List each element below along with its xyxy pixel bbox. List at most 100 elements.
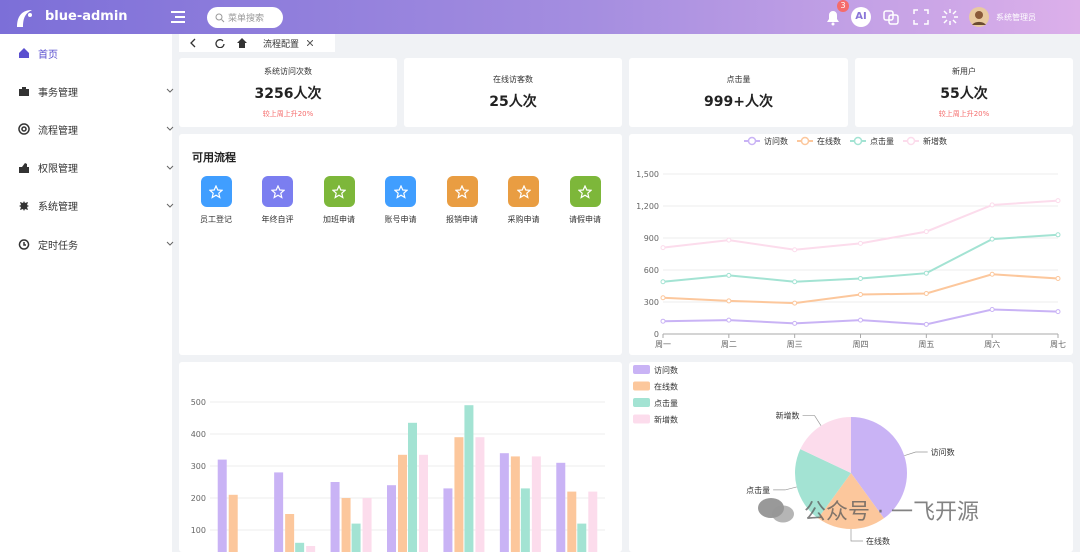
line-point	[858, 240, 863, 246]
chevron	[166, 241, 174, 246]
pie-slice	[800, 417, 851, 473]
x-tick-label: 周七	[1050, 340, 1066, 349]
chevron-shape	[166, 241, 174, 246]
brand: blue-admin	[45, 9, 128, 24]
pie-slice	[795, 449, 851, 519]
chevron-shape	[166, 165, 174, 170]
process-title: 可用流程	[192, 151, 236, 164]
theme-icon[interactable]	[941, 8, 959, 26]
bar	[351, 523, 361, 552]
stat-note: 较上周上升20%	[938, 110, 990, 118]
ai-button[interactable]: AI	[851, 7, 871, 27]
line-point	[726, 298, 732, 304]
x-tick-label: 周一	[655, 340, 671, 349]
star-shape	[332, 184, 346, 199]
legend-label: 在线数	[654, 382, 678, 392]
line-point	[858, 276, 863, 282]
translate-icon[interactable]	[882, 8, 900, 26]
process-icon	[200, 176, 232, 207]
process-item[interactable]: 采购申请	[500, 176, 548, 225]
line-point	[858, 317, 863, 323]
y-tick-label: 1,200	[636, 202, 659, 211]
user-name[interactable]: 系统管理员	[996, 13, 1036, 22]
line-point	[923, 290, 929, 296]
tab[interactable]: 流程配置	[263, 37, 314, 50]
sidebar-item[interactable]: 定时任务	[0, 229, 174, 259]
legend-label: 访问数	[764, 136, 788, 146]
bar	[341, 498, 351, 552]
line-point	[1055, 232, 1061, 238]
process-item[interactable]: 账号申请	[377, 176, 425, 225]
process-panel: 可用流程 员工登记 年终自评 加班申请 账号申请 报销申请 采购申请 请假申请	[179, 134, 622, 355]
chevron-shape	[166, 127, 174, 132]
bar	[454, 437, 464, 552]
search-box[interactable]: 菜单搜索	[207, 7, 283, 28]
fullscreen-icon[interactable]	[912, 8, 930, 26]
bar	[419, 454, 428, 552]
bell-icon[interactable]	[824, 8, 842, 26]
y-tick-label: 500	[191, 398, 206, 407]
bar	[588, 491, 598, 552]
star-icon	[578, 184, 592, 199]
y-tick-label: 1,500	[636, 170, 659, 179]
tab-label: 流程配置	[263, 39, 300, 50]
bar-chart-panel: 100 200 300 400 500	[179, 362, 622, 552]
stat-label: 在线访客数	[493, 75, 533, 84]
slice-label: 新增数	[776, 411, 800, 421]
legend-swatch	[633, 414, 650, 424]
legend-marker	[747, 136, 757, 146]
process-item[interactable]: 员工登记	[192, 176, 240, 225]
line-point	[989, 306, 995, 312]
sidebar-item[interactable]: 事务管理	[0, 76, 174, 106]
process-item[interactable]: 加班申请	[315, 176, 363, 225]
search-icon	[215, 13, 225, 22]
sidebar-icon	[18, 123, 30, 136]
sidebar-item[interactable]: 首页	[0, 38, 172, 68]
bar	[520, 488, 530, 552]
icon-shape	[18, 239, 30, 250]
legend-swatch	[633, 381, 650, 391]
line-point	[726, 317, 732, 323]
line-point	[923, 229, 929, 235]
process-item[interactable]: 年终自评	[254, 176, 302, 225]
tab-close[interactable]	[307, 40, 314, 46]
label-line	[802, 415, 822, 426]
line-point	[792, 279, 798, 285]
process-icon	[385, 176, 416, 207]
icon-shape	[19, 48, 29, 58]
label-line	[850, 529, 863, 542]
process-item[interactable]: 报销申请	[438, 176, 486, 225]
bar	[228, 494, 238, 552]
bar	[567, 491, 577, 552]
avatar[interactable]	[969, 7, 989, 27]
process-icon	[569, 176, 601, 207]
stat-label: 系统访问次数	[264, 67, 312, 76]
bar	[556, 462, 566, 552]
line-point	[792, 300, 798, 306]
bar	[443, 488, 453, 552]
bar	[398, 454, 407, 552]
sidebar: 首页事务管理流程管理权限管理系统管理定时任务	[0, 34, 174, 552]
y-tick-label: 900	[644, 234, 659, 243]
bar	[306, 546, 316, 552]
sidebar-label: 权限管理	[38, 164, 78, 176]
tab-bar: 流程配置	[179, 34, 335, 52]
star-icon	[332, 184, 346, 199]
bar	[408, 422, 417, 552]
sidebar-item[interactable]: 流程管理	[0, 114, 174, 144]
y-tick-label: 300	[644, 298, 659, 307]
star-icon	[209, 184, 223, 199]
menu-toggle[interactable]	[171, 11, 185, 23]
stat-value: 3256人次	[254, 86, 322, 102]
star-shape	[270, 184, 285, 199]
star-icon	[516, 184, 531, 199]
pie-chart-panel: 访问数 访问数 在线数 在线数 点击量 点击量 新增数 新增数	[629, 362, 1073, 552]
sidebar-item[interactable]: 系统管理	[0, 191, 174, 221]
process-item[interactable]: 请假申请	[561, 176, 609, 225]
process-label: 年终自评	[261, 215, 294, 224]
sidebar-item[interactable]: 权限管理	[0, 153, 174, 183]
tab-nav-icons[interactable]	[189, 38, 249, 48]
line-point	[660, 245, 666, 251]
slice-label: 点击量	[746, 485, 770, 495]
